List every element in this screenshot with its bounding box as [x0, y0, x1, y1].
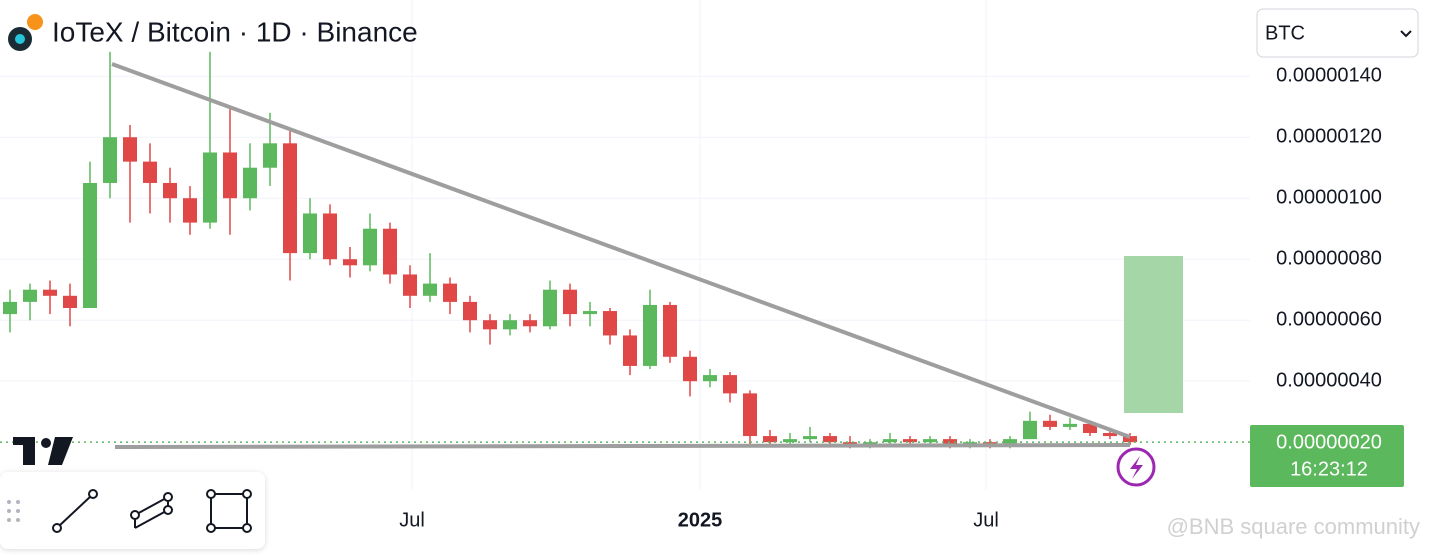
- candle-body: [303, 213, 317, 254]
- drag-handle: [7, 500, 20, 522]
- countdown: 16:23:12: [1290, 458, 1368, 480]
- y-tick-label: 0.00000140: [1276, 65, 1382, 87]
- candle-body: [363, 228, 377, 266]
- candle-body: [583, 311, 597, 315]
- trendline-upper: [111, 62, 1131, 439]
- y-tick-label: 0.00000080: [1276, 247, 1382, 269]
- candle-body: [403, 274, 417, 296]
- candle-body: [223, 152, 237, 199]
- candle-body: [263, 143, 277, 168]
- candle-body: [343, 259, 357, 266]
- candle-body: [463, 301, 477, 321]
- last-price-label: 0.00000020: [1276, 431, 1382, 453]
- candle-body: [663, 304, 677, 357]
- candle-body: [203, 152, 217, 223]
- currency-icon: [27, 14, 43, 30]
- trend-line-tool[interactable]: [52, 489, 98, 533]
- candle-body: [743, 393, 757, 437]
- candle-body: [1123, 436, 1137, 443]
- candle-body: [243, 167, 257, 199]
- watermark: @BNB square community: [1167, 514, 1420, 539]
- candle-body: [83, 182, 97, 308]
- candle-body: [823, 436, 837, 443]
- price-label-box: [1250, 425, 1404, 487]
- candle-body: [1043, 420, 1057, 427]
- candles: [0, 51, 1250, 449]
- candle-body: [623, 335, 637, 366]
- candle-body: [3, 301, 17, 315]
- candle-body: [903, 439, 917, 443]
- candle-body: [763, 436, 777, 443]
- y-tick-label: 0.00000100: [1276, 186, 1382, 208]
- symbol-icon-inner: [15, 34, 25, 44]
- y-tick-label: 0.00000120: [1276, 126, 1382, 148]
- chevron: [1400, 30, 1412, 38]
- candle-body: [1063, 423, 1077, 427]
- channel-tool[interactable]: [130, 492, 173, 529]
- candle-body: [803, 436, 817, 440]
- candle-body: [483, 320, 497, 330]
- candle-body: [183, 198, 197, 223]
- candle-body: [1083, 423, 1097, 434]
- candle-body: [1103, 433, 1117, 437]
- candle-body: [163, 182, 177, 199]
- candle-body: [43, 289, 57, 296]
- candle-body: [23, 289, 37, 302]
- candle-body: [1023, 420, 1037, 440]
- target-box: [1124, 256, 1183, 413]
- currency-label: BTC: [1265, 22, 1305, 44]
- candle-body: [323, 213, 337, 260]
- candle-body: [783, 439, 797, 443]
- candle-body: [703, 375, 717, 382]
- candle-body: [563, 289, 577, 315]
- drawing-toolbar: [0, 472, 265, 549]
- candle-body: [923, 439, 937, 443]
- candle-body: [63, 295, 77, 308]
- candle-body: [523, 320, 537, 327]
- chart-title: IoTeX / Bitcoin · 1D · Binance: [52, 16, 418, 47]
- candle-body: [443, 283, 457, 302]
- candle-body: [143, 161, 157, 183]
- grid: [0, 0, 1250, 490]
- x-tick-label: 2025: [678, 509, 723, 531]
- x-tick-label: Jul: [973, 509, 999, 531]
- trendline-lower: [114, 443, 1131, 449]
- candle-body: [503, 320, 517, 330]
- candle-body: [883, 439, 897, 443]
- candle-body: [123, 137, 137, 162]
- candle-body: [683, 356, 697, 382]
- x-tick-label: Jul: [399, 509, 425, 531]
- candle-body: [543, 289, 557, 327]
- y-tick-label: 0.00000060: [1276, 308, 1382, 330]
- rectangle-tool[interactable]: [206, 489, 252, 533]
- candle-body: [643, 304, 657, 366]
- candle-body: [603, 311, 617, 336]
- candle-body: [383, 228, 397, 275]
- currency-dropdown[interactable]: [1256, 8, 1419, 58]
- y-tick-label: 0.00000040: [1276, 369, 1382, 391]
- candle-body: [283, 143, 297, 254]
- candle-body: [423, 283, 437, 296]
- candle-body: [103, 137, 117, 183]
- candle-body: [723, 375, 737, 394]
- logo: [13, 437, 73, 465]
- lightning-icon: [1130, 456, 1143, 479]
